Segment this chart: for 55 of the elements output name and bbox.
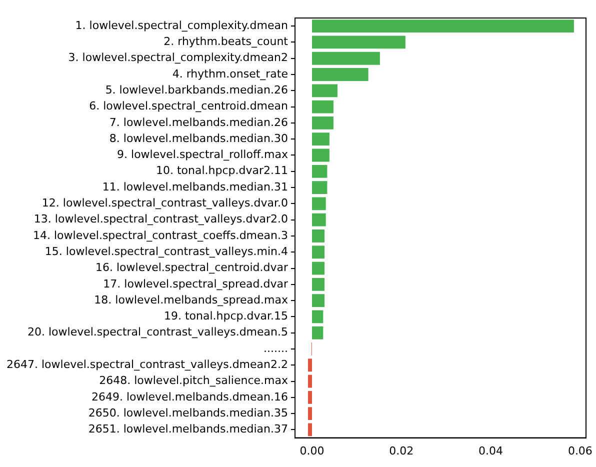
y-tick-label: 18. lowlevel.melbands_spread.max	[94, 293, 288, 306]
y-tick-label: 10. tonal.hpcp.dvar2.11	[156, 164, 288, 178]
y-tick-label: 7. lowlevel.melbands.median.26	[109, 116, 288, 129]
y-tick-label: 5. lowlevel.barkbands.median.26	[105, 84, 288, 97]
bar	[312, 68, 368, 81]
y-tick-label: 1. lowlevel.spectral_complexity.dmean	[75, 18, 288, 32]
bar	[312, 100, 334, 114]
bar	[312, 310, 324, 324]
y-tick-label: 2649. lowlevel.melbands.dmean.16	[91, 390, 288, 404]
bar	[312, 197, 326, 210]
y-tick-label: 8. lowlevel.melbands.median.30	[109, 132, 288, 145]
x-tick-label: 0.02	[389, 444, 414, 458]
y-tick-label: 13. lowlevel.spectral_contrast_valleys.dvar2.0	[34, 212, 288, 226]
y-tick-label: 2648. lowlevel.pitch_salience.max	[99, 374, 288, 388]
y-tick-label: 17. lowlevel.spectral_spread.dvar	[103, 277, 288, 290]
y-tick-label: 15. lowlevel.spectral_contrast_valleys.min.4	[44, 244, 288, 258]
bar	[312, 116, 334, 130]
y-tick-label: 19. tonal.hpcp.dvar.15	[164, 310, 288, 323]
bar	[312, 326, 324, 340]
y-tick-label: 2651. lowlevel.melbands.median.37	[88, 422, 288, 436]
bar	[312, 84, 338, 98]
bar	[312, 213, 326, 226]
y-tick-label: 20. lowlevel.spectral_contrast_valleys.dmean.5	[28, 326, 288, 339]
bar	[312, 20, 574, 33]
y-tick-label: 14. lowlevel.spectral_contrast_coeffs.dmean.3	[33, 228, 288, 242]
bar	[312, 132, 330, 146]
y-tick-label: 16. lowlevel.spectral_centroid.dvar	[96, 261, 288, 274]
y-tick-label: 11. lowlevel.melbands.median.31	[102, 180, 288, 194]
y-tick-label: 2650. lowlevel.melbands.median.35	[88, 406, 288, 420]
bar	[308, 423, 312, 436]
bar	[312, 181, 328, 194]
x-tick-label: 0.00	[300, 444, 324, 458]
x-tick-label: 0.04	[478, 444, 504, 458]
bar	[312, 262, 325, 275]
y-tick-label: 2. rhythm.beats_count	[164, 35, 289, 48]
y-tick-label: 4. rhythm.onset_rate	[172, 67, 288, 80]
bar	[312, 164, 328, 178]
bar	[308, 390, 312, 404]
bar	[308, 407, 312, 420]
bar	[312, 148, 330, 162]
bar	[312, 230, 325, 242]
y-tick-label: 12. lowlevel.spectral_contrast_valleys.dvar.0	[42, 196, 288, 210]
y-tick-label: 9. lowlevel.spectral_rolloff.max	[117, 148, 288, 162]
bar	[312, 36, 406, 49]
y-tick-label: .......	[264, 342, 288, 355]
y-tick-label: 2647. lowlevel.spectral_contrast_valleys.dmean2.2	[6, 358, 288, 371]
y-tick-label: 3. lowlevel.spectral_complexity.dmean2	[68, 51, 288, 64]
bar	[308, 374, 312, 388]
bar	[312, 278, 325, 291]
bar	[312, 246, 325, 259]
bar	[308, 358, 312, 372]
bar	[312, 294, 325, 308]
x-tick-label: 0.06	[568, 444, 592, 458]
y-tick-label: 6. lowlevel.spectral_centroid.dmean	[89, 100, 288, 113]
bar	[312, 52, 380, 65]
